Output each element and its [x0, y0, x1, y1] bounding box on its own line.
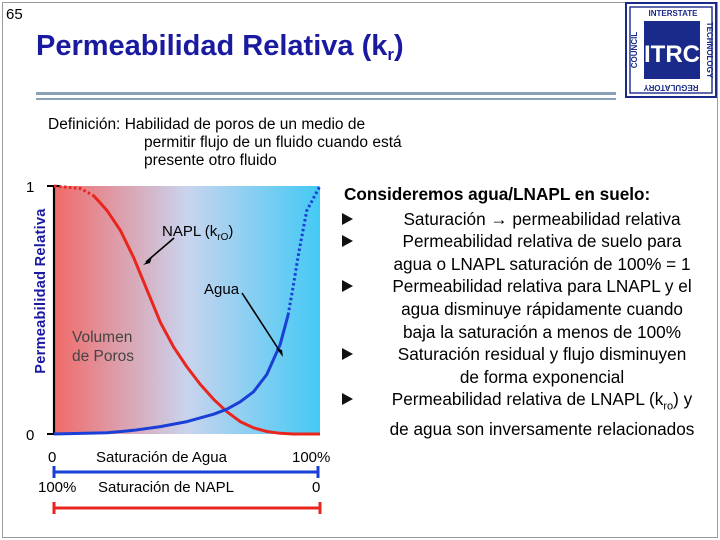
definition-line-1: Habilidad de poros de un medio de	[124, 116, 366, 133]
bullet-line: Saturación → permeabilidad relativa	[403, 208, 681, 229]
bullet-line: de forma exponencial	[459, 366, 625, 387]
bullet-line: Permeabilidad relativa de suelo para	[402, 231, 682, 252]
water-pointer-arrow	[241, 292, 282, 354]
y-tick-label-1: 1	[26, 179, 34, 196]
title-rule-thin	[36, 98, 616, 100]
pore-volume-label-1: Volumen	[72, 329, 132, 346]
bullet-line: agua o LNAPL saturación de 100% = 1	[393, 253, 691, 274]
logo-bottom-text: REGULATORY	[643, 83, 699, 92]
pore-volume-label-2: de Poros	[72, 348, 134, 365]
chart-plot-area	[54, 186, 320, 434]
definition: Definición: Habilidad de poros de un med…	[48, 116, 468, 170]
x-top-tick-100: 100%	[292, 449, 330, 466]
x-bottom-axis-label: Saturación de NAPL	[98, 479, 234, 496]
napl-curve-dotted	[53, 184, 95, 198]
bullet-item: Permeabilidad relativa de LNAPL (kro) y …	[340, 388, 720, 441]
itrc-logo: INTERSTATE REGULATORY TECHNOLOGY COUNCIL…	[625, 2, 717, 98]
logo-right-text: TECHNOLOGY	[705, 22, 714, 79]
logo-top-text: INTERSTATE	[648, 9, 698, 18]
x-top-axis-label: Saturación de Agua	[96, 449, 228, 466]
bullet-line: Permeabilidad relativa para LNAPL y el	[392, 276, 692, 297]
bullet-line: de agua son inversamente relacionados	[389, 419, 695, 440]
page-title: Permeabilidad Relativa (kr)	[36, 30, 404, 64]
bullet-line: baja la saturación a menos de 100%	[402, 321, 682, 342]
bullet-item: Permeabilidad relativa de suelo para agu…	[340, 230, 720, 275]
napl-pointer-head	[143, 257, 152, 265]
triangle-bullet-icon	[342, 280, 353, 293]
y-tick-label-0: 0	[26, 427, 34, 444]
triangle-bullet-icon	[342, 235, 353, 248]
triangle-bullet-icon	[342, 212, 353, 225]
bullet-list: Consideremos agua/LNAPL en suelo: Satura…	[340, 183, 720, 441]
agua-curve	[53, 314, 290, 436]
x-bottom-tick-100: 100%	[38, 479, 76, 496]
title-rule	[36, 92, 616, 95]
bullet-item: Saturación → permeabilidad relativa	[340, 208, 720, 231]
napl-pointer-arrow	[145, 237, 175, 263]
bullet-line: Permeabilidad relativa de LNAPL (kro) y	[391, 389, 693, 413]
definition-line-2: permitir flujo de un fluido cuando está	[144, 134, 402, 151]
bullet-heading: Consideremos agua/LNAPL en suelo:	[344, 184, 651, 204]
definition-line-3: presente otro fluido	[144, 152, 277, 169]
bullet-item: Permeabilidad relativa para LNAPL y el a…	[340, 275, 720, 343]
napl-curve-label: NAPL (krO)	[162, 223, 233, 243]
slide-number: 65	[6, 6, 23, 23]
napl-curve	[92, 194, 320, 436]
water-curve-label: Agua	[204, 281, 240, 298]
bullet-item: Saturación residual y flujo disminuyen d…	[340, 343, 720, 388]
triangle-bullet-icon	[342, 393, 353, 406]
bullet-line: agua disminuye rápidamente cuando	[401, 298, 683, 319]
water-pointer-head	[276, 348, 283, 357]
bullet-line: Saturación residual y flujo disminuyen	[397, 344, 687, 365]
x-top-tick-0: 0	[48, 449, 56, 466]
definition-label: Definición:	[48, 116, 121, 133]
agua-curve-dotted	[286, 185, 322, 316]
triangle-bullet-icon	[342, 348, 353, 361]
x-bottom-tick-0: 0	[312, 479, 320, 496]
logo-center-text: ITRC	[644, 41, 700, 68]
logo-left-text: COUNCIL	[630, 32, 639, 69]
